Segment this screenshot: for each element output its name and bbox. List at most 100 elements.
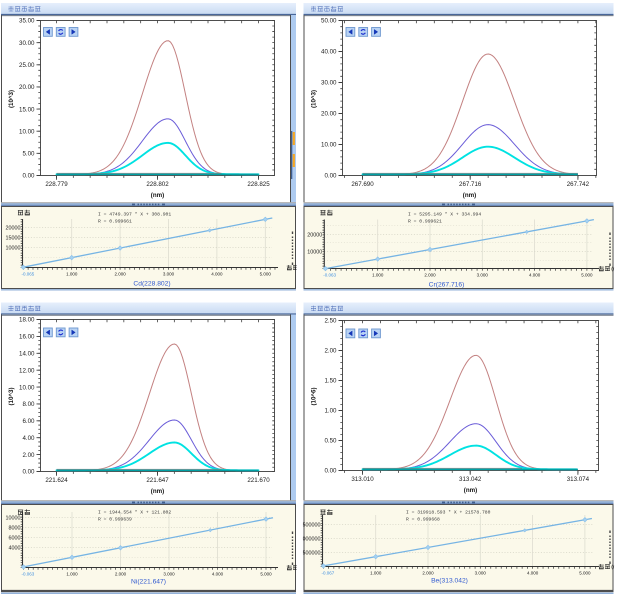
svg-text:4000: 4000 xyxy=(9,545,21,551)
svg-text:500000: 500000 xyxy=(303,550,321,556)
svg-text:(10^6): (10^6) xyxy=(311,387,318,405)
svg-text:1.00: 1.00 xyxy=(324,408,337,415)
svg-text:3.000: 3.000 xyxy=(477,273,489,278)
svg-text:Ni(221.647): Ni(221.647) xyxy=(131,578,166,585)
svg-text:0.00: 0.00 xyxy=(22,173,35,180)
svg-text:221.670: 221.670 xyxy=(247,477,270,484)
svg-text:2.000: 2.000 xyxy=(115,572,127,577)
svg-text:313.042: 313.042 xyxy=(459,476,482,483)
svg-text:221.624: 221.624 xyxy=(45,477,68,484)
svg-text:(m: (m xyxy=(611,565,617,571)
svg-text:(10^3): (10^3) xyxy=(8,387,15,405)
svg-text:30.00: 30.00 xyxy=(321,80,337,87)
svg-text:12.00: 12.00 xyxy=(19,367,35,374)
svg-text:-0.065: -0.065 xyxy=(22,272,35,277)
svg-text:267.742: 267.742 xyxy=(567,181,590,188)
svg-text:1.50: 1.50 xyxy=(324,378,337,385)
svg-text:10000: 10000 xyxy=(307,249,322,255)
svg-text:10000: 10000 xyxy=(6,515,21,521)
svg-text:20.00: 20.00 xyxy=(321,111,337,118)
svg-text:4.00: 4.00 xyxy=(22,435,35,442)
svg-text:0.00: 0.00 xyxy=(324,173,337,180)
svg-text:1.000: 1.000 xyxy=(372,273,384,278)
svg-text:4.000: 4.000 xyxy=(529,273,541,278)
svg-text:8000: 8000 xyxy=(9,525,21,531)
svg-text:2.50: 2.50 xyxy=(324,318,337,325)
svg-text:(nm): (nm) xyxy=(463,192,476,199)
svg-text:4.000: 4.000 xyxy=(527,571,539,576)
svg-text:R = 0.999621: R = 0.999621 xyxy=(408,219,442,225)
svg-text:1.000: 1.000 xyxy=(66,572,78,577)
svg-text:5.00: 5.00 xyxy=(22,151,35,158)
svg-text:15000: 15000 xyxy=(6,235,21,241)
svg-text:14.00: 14.00 xyxy=(19,350,35,357)
svg-text:20.00: 20.00 xyxy=(19,84,35,91)
svg-text:30.00: 30.00 xyxy=(19,40,35,47)
svg-text:20000: 20000 xyxy=(6,225,21,231)
svg-text:35.00: 35.00 xyxy=(19,18,35,25)
svg-text:I = 5295.149 * X + 334.994: I = 5295.149 * X + 334.994 xyxy=(408,212,481,218)
svg-text:313.010: 313.010 xyxy=(351,476,374,483)
svg-text:5.000: 5.000 xyxy=(581,273,593,278)
svg-text:6000: 6000 xyxy=(9,535,21,541)
svg-text:2.000: 2.000 xyxy=(114,272,126,277)
svg-text:10.00: 10.00 xyxy=(19,384,35,391)
svg-text:228.779: 228.779 xyxy=(45,181,68,188)
svg-text:I = 1944.554 * X + 121.802: I = 1944.554 * X + 121.802 xyxy=(98,510,171,516)
svg-text:267.690: 267.690 xyxy=(351,181,374,188)
svg-text:Cd(228.802): Cd(228.802) xyxy=(133,280,170,287)
svg-text:2.000: 2.000 xyxy=(422,571,434,576)
svg-text:Cr(267.716): Cr(267.716) xyxy=(429,281,465,288)
svg-text:2.000: 2.000 xyxy=(424,273,436,278)
svg-text:(10^3): (10^3) xyxy=(8,90,15,108)
svg-text:16.00: 16.00 xyxy=(19,334,35,341)
svg-text:0.00: 0.00 xyxy=(324,468,337,475)
svg-text:5.000: 5.000 xyxy=(579,571,591,576)
svg-text:(m: (m xyxy=(611,267,617,273)
svg-text:R = 0.999639: R = 0.999639 xyxy=(98,517,132,523)
svg-text:2.00: 2.00 xyxy=(22,452,35,459)
svg-text:1.000: 1.000 xyxy=(66,272,78,277)
svg-text:267.716: 267.716 xyxy=(459,181,482,188)
svg-text:313.074: 313.074 xyxy=(567,476,590,483)
svg-text:(nm): (nm) xyxy=(151,192,164,199)
svg-text:-0.063: -0.063 xyxy=(323,273,336,278)
svg-text:228.825: 228.825 xyxy=(247,181,270,188)
svg-text:10000: 10000 xyxy=(6,245,21,251)
svg-text:0.50: 0.50 xyxy=(324,438,337,445)
svg-text:18.00: 18.00 xyxy=(19,317,35,324)
svg-text:I = 319918.593 * X + 21578.780: I = 319918.593 * X + 21578.780 xyxy=(406,510,491,516)
svg-text:3.000: 3.000 xyxy=(163,572,175,577)
svg-text:4.000: 4.000 xyxy=(211,272,223,277)
svg-text:(nm): (nm) xyxy=(464,487,477,494)
svg-text:1500000: 1500000 xyxy=(300,522,321,528)
svg-text:5.000: 5.000 xyxy=(260,272,272,277)
svg-text:10.00: 10.00 xyxy=(321,142,337,149)
svg-text:-0.063: -0.063 xyxy=(22,572,35,577)
svg-text:(nm): (nm) xyxy=(151,488,164,495)
svg-text:1.000: 1.000 xyxy=(370,571,382,576)
svg-text:228.802: 228.802 xyxy=(146,181,169,188)
svg-text:I = 4749.397 * X + 308.901: I = 4749.397 * X + 308.901 xyxy=(98,212,171,218)
svg-text:40.00: 40.00 xyxy=(321,49,337,56)
svg-text:R = 0.999661: R = 0.999661 xyxy=(98,219,132,225)
svg-text:6.00: 6.00 xyxy=(22,418,35,425)
svg-text:3.000: 3.000 xyxy=(475,571,487,576)
svg-text:2.00: 2.00 xyxy=(324,348,337,355)
svg-text:0.00: 0.00 xyxy=(22,469,35,476)
svg-text:20000: 20000 xyxy=(307,232,322,238)
svg-text:1000000: 1000000 xyxy=(300,536,321,542)
svg-text:3.000: 3.000 xyxy=(163,272,175,277)
svg-text:8.00: 8.00 xyxy=(22,401,35,408)
svg-text:10.00: 10.00 xyxy=(19,128,35,135)
svg-text:15.00: 15.00 xyxy=(19,106,35,113)
svg-text:25.00: 25.00 xyxy=(19,62,35,69)
svg-text:4.000: 4.000 xyxy=(212,572,224,577)
svg-text:R = 0.999668: R = 0.999668 xyxy=(406,517,440,523)
svg-text:50.00: 50.00 xyxy=(321,18,337,25)
svg-text:-0.067: -0.067 xyxy=(322,571,335,576)
svg-text:Be(313.042): Be(313.042) xyxy=(431,577,468,584)
svg-text:5.000: 5.000 xyxy=(260,572,272,577)
svg-text:(10^3): (10^3) xyxy=(311,90,318,108)
svg-text:221.647: 221.647 xyxy=(146,477,169,484)
